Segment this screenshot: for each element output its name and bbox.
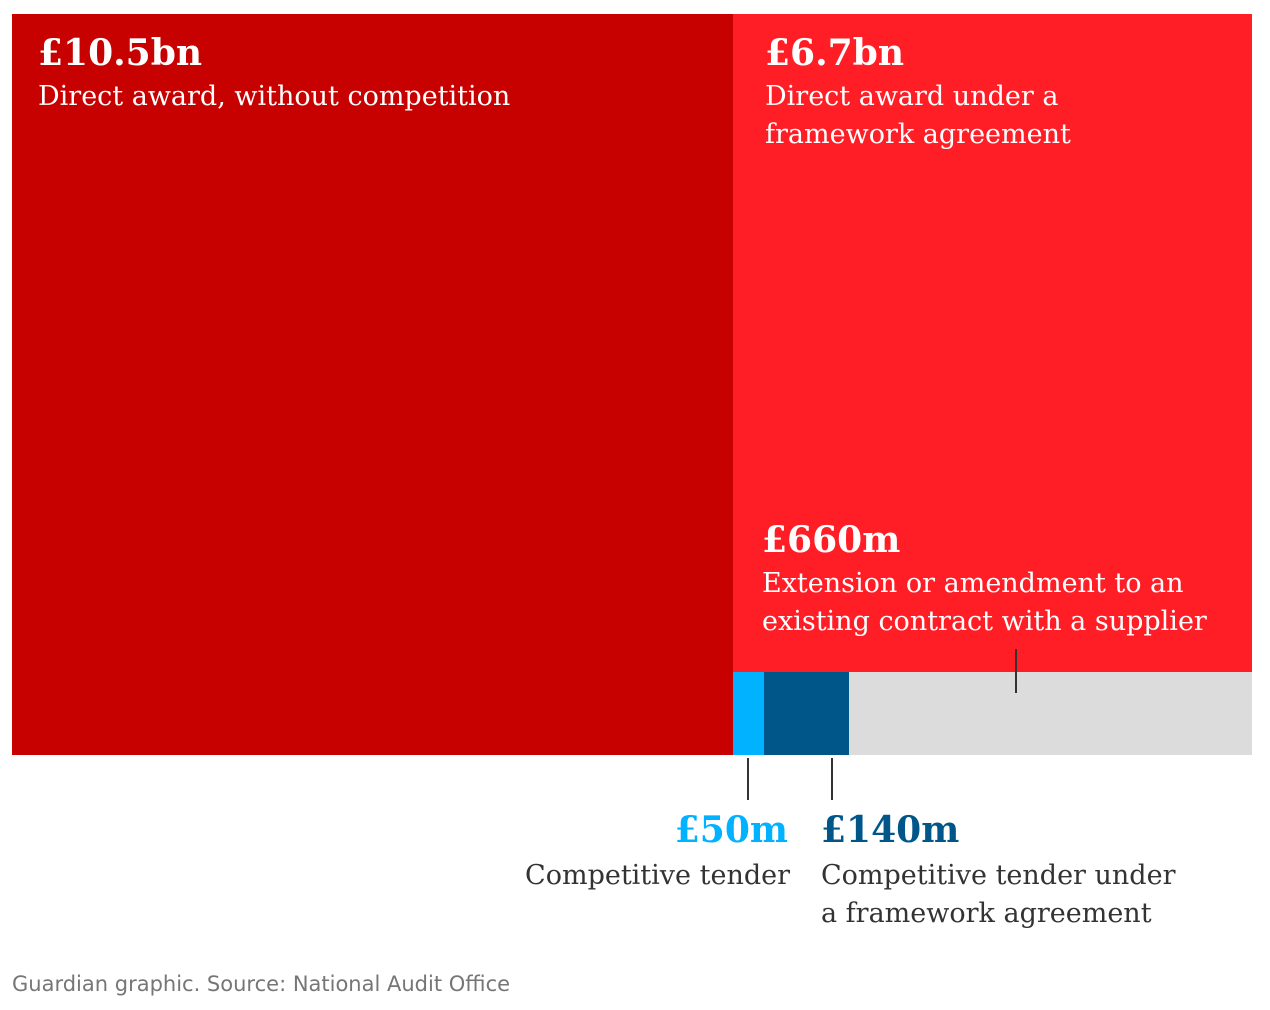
value-label-direct-award: £10.5bn [38, 32, 203, 74]
category-label-competitive-framework-line2: a framework agreement [821, 898, 1152, 929]
segment-extension-amendment [849, 671, 1252, 755]
segment-framework-direct-award [733, 14, 1252, 672]
value-label-framework-direct-award: £6.7bn [765, 32, 905, 74]
category-label-competitive-framework-line1: Competitive tender under [821, 860, 1176, 891]
value-label-competitive-tender: £50m [674, 809, 788, 851]
source-credit: Guardian graphic. Source: National Audit… [12, 972, 511, 996]
value-label-competitive-framework: £140m [821, 809, 960, 851]
leader-line-extension [1015, 649, 1017, 693]
category-label-direct-award: Direct award, without competition [38, 81, 511, 112]
segment-direct-award [12, 14, 734, 755]
category-label-framework-direct-award-line2: framework agreement [765, 119, 1071, 150]
category-label-competitive-tender: Competitive tender [525, 860, 790, 891]
leader-line-competitive-tender [747, 758, 749, 800]
category-label-extension-line1: Extension or amendment to an [762, 568, 1184, 599]
segment-competitive-tender [733, 671, 764, 755]
category-label-extension-line2: existing contract with a supplier [762, 606, 1207, 637]
leader-line-competitive-framework [831, 758, 833, 800]
segment-competitive-tender-framework [763, 671, 850, 755]
value-label-extension: £660m [762, 519, 901, 561]
category-label-framework-direct-award-line1: Direct award under a [765, 81, 1059, 112]
